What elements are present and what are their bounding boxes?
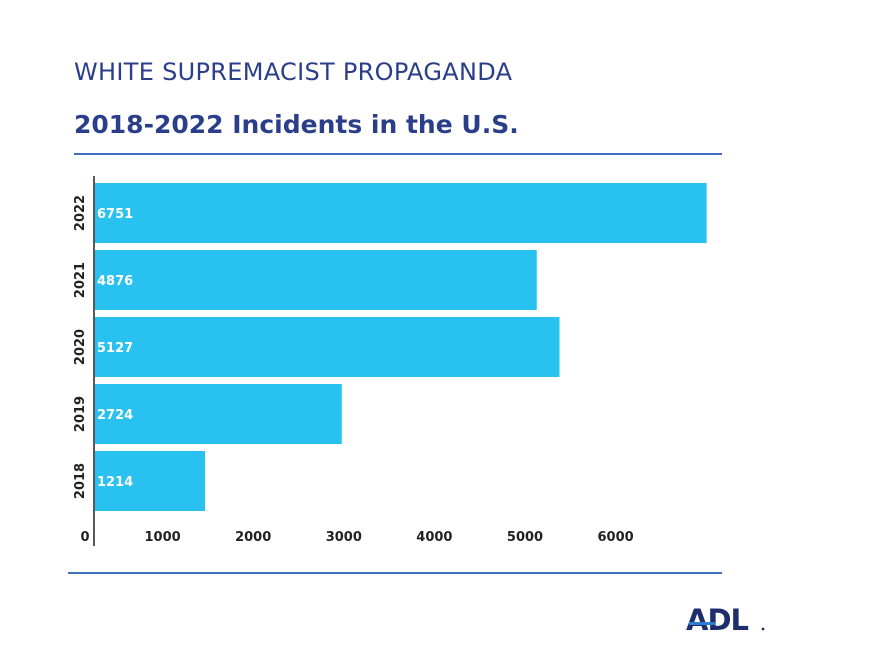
- bar-2018: [95, 451, 205, 511]
- bar-2022: [95, 183, 707, 243]
- x-tick-label-2000: 2000: [235, 530, 271, 545]
- category-label-2018: 2018: [73, 463, 88, 499]
- data-label-2022: 6751: [97, 207, 133, 222]
- x-tick-label-4000: 4000: [416, 530, 452, 545]
- bar-2020: [95, 317, 560, 377]
- x-tick-label-3000: 3000: [326, 530, 362, 545]
- bottom-divider: [68, 572, 722, 574]
- adl-logo: ADL: [686, 603, 765, 637]
- category-label-2020: 2020: [73, 329, 88, 365]
- chart-subtitle: 2018-2022 Incidents in the U.S.: [74, 110, 519, 139]
- category-label-2019: 2019: [73, 396, 88, 432]
- bar-2019: [95, 384, 342, 444]
- x-tick-label-6000: 6000: [598, 530, 634, 545]
- data-label-2019: 2724: [97, 408, 133, 423]
- chart-title: WHITE SUPREMACIST PROPAGANDA: [74, 58, 513, 86]
- category-label-2021: 2021: [73, 262, 88, 298]
- x-tick-label-1000: 1000: [145, 530, 181, 545]
- data-label-2018: 1214: [97, 475, 133, 490]
- data-label-2020: 5127: [97, 341, 133, 356]
- svg-text:ADL: ADL: [686, 603, 749, 637]
- data-label-2021: 4876: [97, 274, 133, 289]
- bar-2021: [95, 250, 537, 310]
- x-tick-label-0: 0: [80, 530, 89, 545]
- top-divider: [74, 153, 722, 155]
- x-tick-label-5000: 5000: [507, 530, 543, 545]
- category-label-2022: 2022: [73, 195, 88, 231]
